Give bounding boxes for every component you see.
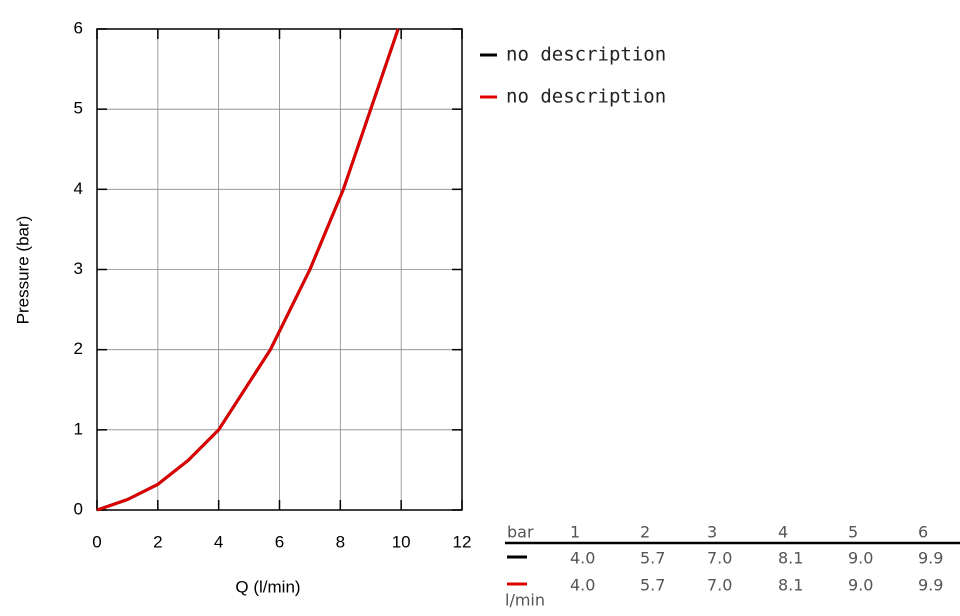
legend-label: no description — [506, 86, 666, 108]
table-header: bar — [507, 523, 534, 542]
legend-label: no description — [506, 44, 666, 66]
x-tick-label: 8 — [336, 532, 345, 551]
x-tick-label: 10 — [392, 532, 411, 551]
x-tick-label: 0 — [92, 532, 101, 551]
table-header: 5 — [848, 523, 858, 542]
y-tick-label: 5 — [74, 99, 83, 118]
table-header: 3 — [707, 523, 717, 542]
table-header: 2 — [640, 523, 650, 542]
table-header: 4 — [778, 523, 788, 542]
plot-frame — [96, 28, 463, 511]
table-header: 6 — [918, 523, 928, 542]
y-axis-label: Pressure (bar) — [13, 216, 32, 325]
table-cell: 8.1 — [778, 549, 803, 568]
table-cell: 9.9 — [918, 576, 943, 595]
table-cell: 4.0 — [570, 549, 595, 568]
table-cell: 7.0 — [707, 549, 732, 568]
table-cell: 9.0 — [848, 549, 873, 568]
x-tick-label: 4 — [214, 532, 223, 551]
x-tick-label: 12 — [453, 532, 472, 551]
y-tick-label: 0 — [74, 499, 83, 518]
x-axis-label: Q (l/min) — [235, 577, 300, 596]
y-tick-label: 1 — [74, 419, 83, 438]
x-tick-label: 2 — [153, 532, 162, 551]
table-unit: l/min — [505, 591, 545, 610]
line-series — [96, 28, 400, 512]
table-cell: 4.0 — [570, 576, 595, 595]
y-tick-label: 4 — [74, 179, 83, 198]
table-cell: 5.7 — [640, 549, 665, 568]
table-cell: 5.7 — [640, 576, 665, 595]
y-tick-label: 3 — [74, 259, 83, 278]
table-header: 1 — [570, 523, 580, 542]
y-tick-label: 6 — [74, 18, 83, 37]
table-cell: 9.9 — [918, 549, 943, 568]
table-cell: 7.0 — [707, 576, 732, 595]
table-cell: 9.0 — [848, 576, 873, 595]
x-tick-label: 6 — [275, 532, 284, 551]
y-tick-label: 2 — [74, 339, 83, 358]
table-cell: 8.1 — [778, 576, 803, 595]
